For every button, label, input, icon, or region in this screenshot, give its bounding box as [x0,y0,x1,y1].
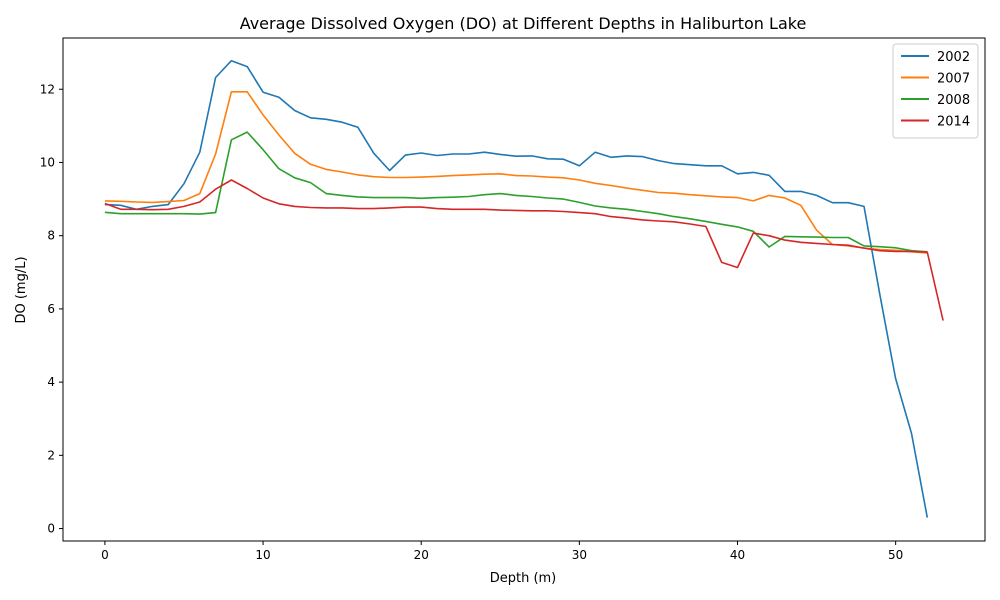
x-tick-label: 10 [255,548,270,562]
legend: 2002 2007 2008 2014 [892,43,979,139]
x-tick-label: 40 [730,548,745,562]
y-tick-label: 0 [47,522,55,536]
y-axis-label: DO (mg/L) [14,256,29,323]
series-line-2014 [104,179,944,321]
legend-label-2008: 2008 [937,93,970,108]
series-lines [104,59,944,518]
x-tick-label: 50 [888,548,903,562]
x-axis-label: Depth (m) [490,571,557,586]
legend-label-2007: 2007 [937,72,970,87]
series-line-2002 [104,59,929,518]
y-tick-label: 6 [47,302,55,316]
x-tick-label: 30 [572,548,587,562]
series-line-2007 [104,91,928,254]
y-tick-label: 8 [47,229,55,243]
y-tick-label: 4 [47,375,55,389]
legend-label-2002: 2002 [937,50,970,65]
legend-box [892,43,979,139]
chart-title: Average Dissolved Oxygen (DO) at Differe… [240,14,807,33]
plot-frame [62,37,986,542]
x-tick-label: 0 [101,548,109,562]
y-tick-label: 2 [47,448,55,462]
x-axis: 0 10 20 30 40 50 [101,541,903,562]
x-tick-label: 20 [414,548,429,562]
y-tick-label: 12 [40,82,55,96]
y-axis: 0 2 4 6 8 10 12 [40,82,63,536]
series-line-2008 [104,131,928,253]
legend-label-2014: 2014 [937,115,970,130]
y-tick-label: 10 [40,155,55,169]
